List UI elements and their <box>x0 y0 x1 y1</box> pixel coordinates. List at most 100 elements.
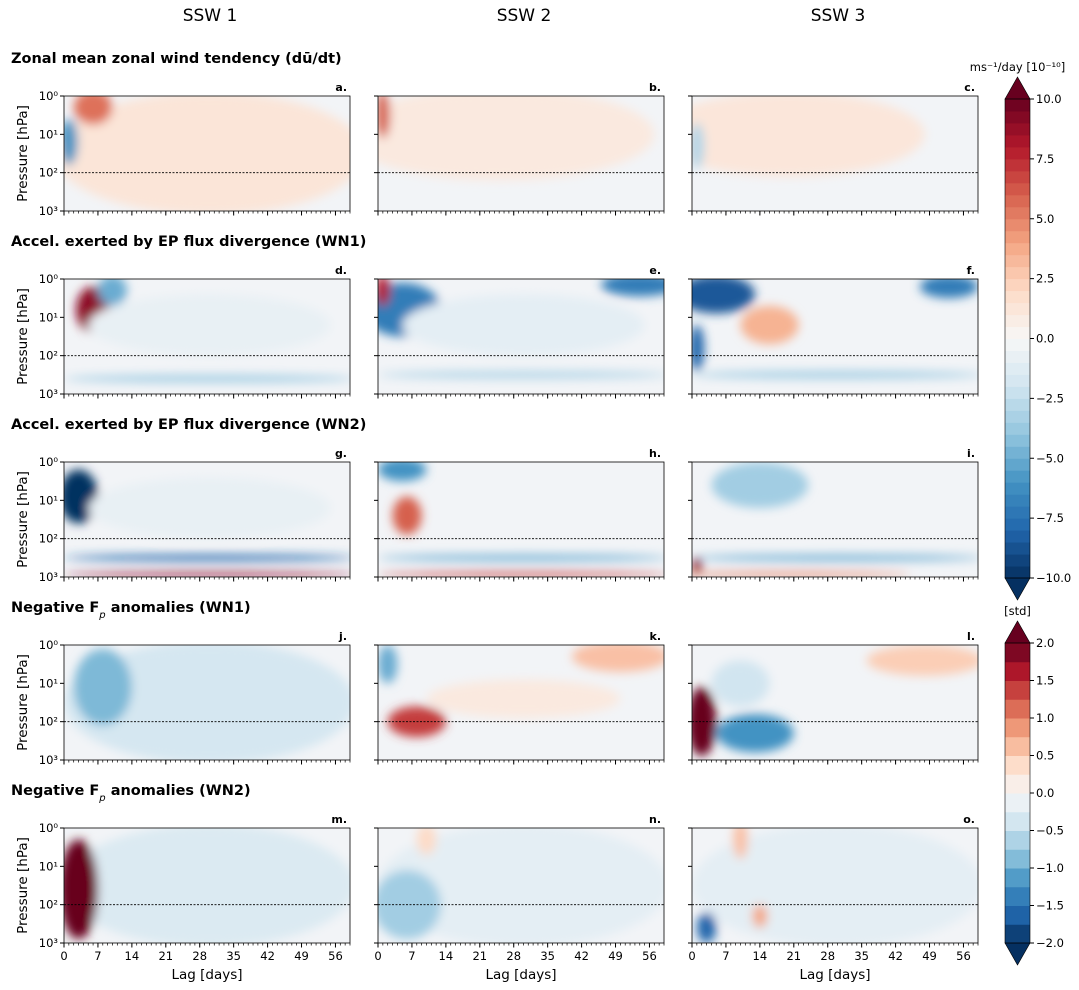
colorbar-level <box>1005 350 1030 363</box>
panel <box>692 645 978 760</box>
y-tick-label: 10² <box>39 898 58 912</box>
shading <box>378 462 664 577</box>
colorbar-tick-label: −2.0 <box>1036 936 1064 950</box>
colorbar-tick-label: −7.5 <box>1036 511 1064 525</box>
contour-shading <box>692 554 978 561</box>
contour-shading <box>692 279 756 314</box>
colorbar-level <box>1005 206 1030 220</box>
panel-label: e. <box>649 264 661 277</box>
x-axis-label: Lag [days] <box>171 967 242 983</box>
y-tick-label: 10⁰ <box>39 89 59 103</box>
row-title-part: Zonal mean zonal wind tendency <box>11 51 285 67</box>
colorbar-level <box>1005 278 1030 292</box>
x-tick-label: 42 <box>260 949 275 963</box>
contour-shading <box>97 279 128 306</box>
colorbar-level <box>1005 302 1030 316</box>
contour-shading <box>378 572 664 577</box>
contour-shading <box>571 645 664 672</box>
panel <box>64 462 350 577</box>
colorbar-tick-label: 0.0 <box>1036 786 1054 800</box>
colorbar-tick-label: −5.0 <box>1036 451 1064 465</box>
column-title: SSW 3 <box>811 6 866 26</box>
shading <box>692 279 978 379</box>
x-tick-label: 14 <box>753 949 768 963</box>
colorbar-tick-label: 10.0 <box>1036 92 1062 106</box>
panel <box>64 828 350 943</box>
colorbar-level <box>1005 422 1030 435</box>
colorbar-level <box>1005 110 1030 124</box>
colorbar-tick-label: 0.5 <box>1036 749 1054 763</box>
row-title: Zonal mean zonal wind tendency (dū/dt) <box>11 51 342 67</box>
contour-shading <box>919 279 978 299</box>
x-tick-label: 14 <box>125 949 140 963</box>
contour-shading <box>378 279 391 306</box>
x-tick-label: 21 <box>472 949 487 963</box>
x-tick-label: 49 <box>294 949 309 963</box>
shading <box>692 462 978 577</box>
panel-label: i. <box>967 447 975 460</box>
panel-frame <box>691 95 979 212</box>
colorbar-tick-label: −1.5 <box>1036 899 1064 913</box>
contour-shading <box>733 828 748 859</box>
contour-shading <box>378 371 664 379</box>
contour-shading <box>378 554 664 561</box>
shading <box>64 279 350 383</box>
colorbar-level <box>1005 680 1030 700</box>
panel <box>64 645 350 760</box>
contour-shading <box>73 96 113 125</box>
y-tick-label: 10² <box>39 532 58 546</box>
colorbar-level <box>1005 793 1030 813</box>
colorbar-level <box>1005 518 1030 531</box>
y-axis-label: Pressure [hPa] <box>15 837 31 934</box>
contour-shading <box>378 462 427 482</box>
x-tick-label: 28 <box>192 949 207 963</box>
y-tick-label: 10¹ <box>39 859 58 873</box>
y-tick-label: 10¹ <box>39 310 58 324</box>
y-tick-label: 10³ <box>39 753 59 767</box>
row-title-part: (dū/dt) <box>285 51 342 67</box>
colorbar-level <box>1005 254 1030 268</box>
colorbar-extend <box>1004 76 1031 100</box>
colorbar-level <box>1005 410 1030 423</box>
panel <box>64 279 350 394</box>
shading <box>378 279 664 379</box>
panel-label: l. <box>967 630 975 643</box>
contour-shading <box>692 572 911 577</box>
colorbar-extend <box>1004 577 1031 601</box>
y-tick-label: 10³ <box>39 936 59 950</box>
colorbar-level <box>1005 482 1030 495</box>
shading <box>64 469 350 577</box>
shading <box>692 96 925 177</box>
x-tick-label: 56 <box>328 949 343 963</box>
contour-shading <box>426 679 621 718</box>
colorbar-level <box>1005 99 1030 112</box>
colorbar-level <box>1005 446 1030 459</box>
contour-shading <box>416 828 437 855</box>
colorbar-level <box>1005 868 1030 888</box>
colorbar-level <box>1005 314 1030 328</box>
panel-label: k. <box>650 630 662 643</box>
contour-shading <box>692 371 978 379</box>
x-tick-label: 42 <box>574 949 589 963</box>
y-axis-label: Pressure [hPa] <box>15 654 31 751</box>
panel-label: d. <box>335 264 347 277</box>
row-title-part: Negative F <box>11 783 99 799</box>
panel-frame <box>691 644 979 761</box>
x-tick-label: 0 <box>374 949 381 963</box>
panel-label: b. <box>649 81 661 94</box>
colorbar-level <box>1005 242 1030 256</box>
contour-shading <box>692 122 705 169</box>
colorbar-level <box>1005 905 1030 925</box>
contour-shading <box>740 305 799 345</box>
x-tick-label: 35 <box>854 949 869 963</box>
panel <box>378 96 664 211</box>
colorbar-level <box>1005 542 1030 555</box>
row-title-part: Negative F <box>11 600 99 616</box>
y-tick-label: 10² <box>39 166 58 180</box>
contour-shading <box>378 96 655 181</box>
contour-shading <box>378 96 391 139</box>
contour-shading <box>88 477 331 539</box>
colorbar-tick-label: −1.0 <box>1036 861 1064 875</box>
x-tick-label: 7 <box>408 949 415 963</box>
y-tick-label: 10³ <box>39 204 59 218</box>
